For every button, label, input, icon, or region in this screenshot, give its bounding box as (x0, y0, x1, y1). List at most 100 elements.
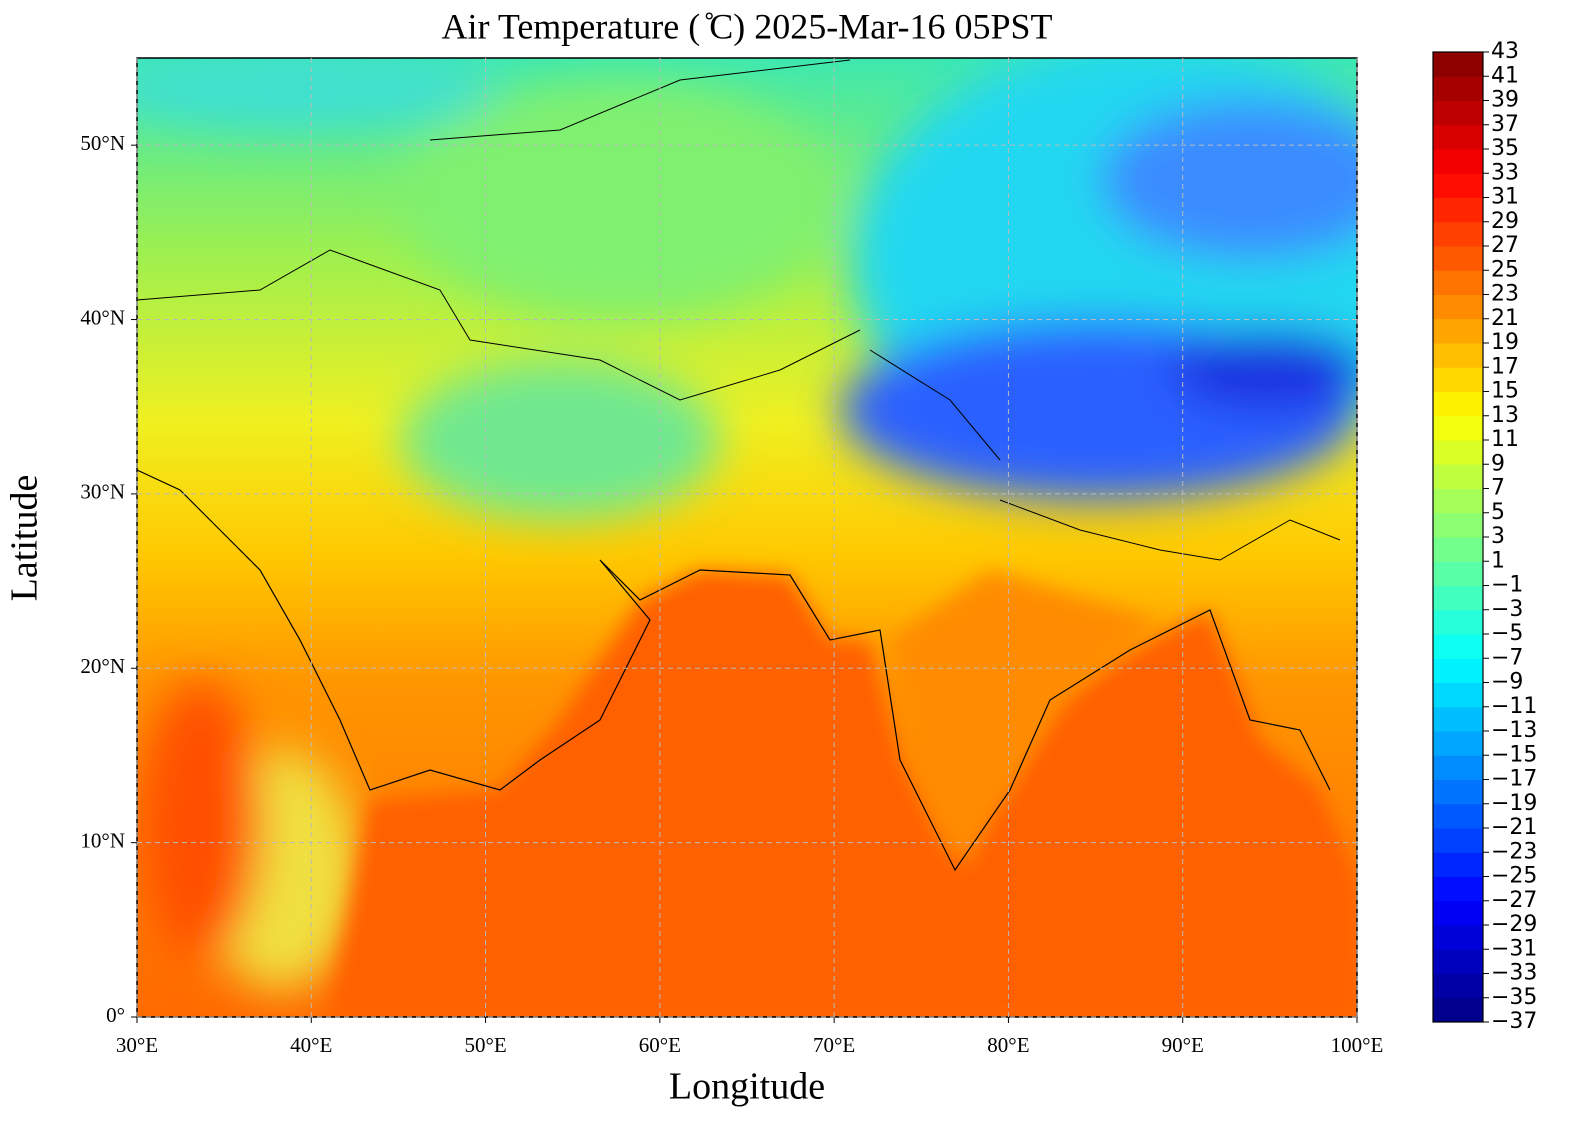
y-tick-label: 0° (106, 1003, 125, 1027)
colorbar-tick-label: −15 (1491, 742, 1537, 767)
colorbar-tick-label: 19 (1491, 330, 1519, 355)
colorbar-tick-label: 37 (1491, 112, 1519, 137)
colorbar-band (1433, 124, 1483, 150)
y-tick-label: 10°N (80, 828, 125, 852)
colorbar-band (1433, 609, 1483, 635)
colorbar-tick-label: 29 (1491, 209, 1519, 234)
colorbar-band (1433, 488, 1483, 514)
colorbar-tick-label: −13 (1491, 718, 1537, 743)
colorbar-band (1433, 997, 1483, 1023)
colorbar-tick-label: 43 (1491, 39, 1519, 64)
colorbar-band (1433, 512, 1483, 538)
colorbar-tick-label: 25 (1491, 257, 1519, 282)
colorbar-tick-label: −19 (1491, 791, 1537, 816)
colorbar-band (1433, 925, 1483, 950)
colorbar-tick-label: 11 (1491, 427, 1519, 452)
colorbar-tick-label: −11 (1491, 694, 1537, 719)
colorbar-band (1433, 900, 1483, 926)
colorbar-tick-label: −7 (1491, 645, 1523, 670)
colorbar-tick-label: 41 (1491, 63, 1519, 88)
x-tick-label: 30°E (116, 1033, 158, 1057)
colorbar-tick-label: −31 (1491, 936, 1537, 961)
y-axis-label: Latitude (4, 475, 46, 602)
colorbar-band (1433, 440, 1483, 465)
x-tick-label: 60°E (639, 1033, 681, 1057)
colorbar-tick-label: −29 (1491, 912, 1537, 937)
colorbar-band (1433, 464, 1483, 489)
colorbar-tick-label: 5 (1491, 500, 1505, 525)
colorbar-tick-label: 33 (1491, 160, 1519, 185)
colorbar-band (1433, 246, 1483, 271)
colorbar-tick-label: −25 (1491, 864, 1537, 889)
colorbar-tick-label: −23 (1491, 839, 1537, 864)
colorbar-band (1433, 52, 1483, 77)
colorbar-band (1433, 318, 1483, 344)
colorbar-band (1433, 76, 1483, 101)
x-tick-label: 100°E (1331, 1033, 1384, 1057)
colorbar-tick-label: 23 (1491, 282, 1519, 307)
colorbar-tick-label: −3 (1491, 597, 1523, 622)
colorbar-tick-label: −17 (1491, 767, 1537, 792)
colorbar-tick-label: 21 (1491, 306, 1519, 331)
colorbar-tick-label: 13 (1491, 403, 1519, 428)
x-tick-label: 40°E (290, 1033, 332, 1057)
x-tick-label: 80°E (987, 1033, 1029, 1057)
colorbar-tick-label: 1 (1491, 548, 1505, 573)
colorbar-band (1433, 391, 1483, 417)
x-tick-label: 70°E (813, 1033, 855, 1057)
colorbar-band (1433, 415, 1483, 441)
colorbar-band (1433, 755, 1483, 780)
colorbar-tick-label: 31 (1491, 185, 1519, 210)
colorbar-tick-label: −9 (1491, 670, 1523, 695)
chart-title: Air Temperature ( ̊C) 2025-Mar-16 05PST (442, 6, 1053, 46)
colorbar-band (1433, 731, 1483, 756)
y-tick-label: 50°N (80, 131, 125, 155)
colorbar-band (1433, 343, 1483, 368)
colorbar-tick-label: 27 (1491, 233, 1519, 258)
colorbar-band (1433, 221, 1483, 247)
y-tick-label: 20°N (80, 654, 125, 678)
colorbar-band (1433, 852, 1483, 877)
colorbar-band (1433, 537, 1483, 562)
colorbar-band (1433, 294, 1483, 320)
colorbar-band (1433, 803, 1483, 829)
colorbar-band (1433, 561, 1483, 586)
colorbar-tick-label: −21 (1491, 815, 1537, 840)
colorbar-tick-label: −35 (1491, 985, 1537, 1010)
colorbar-band (1433, 779, 1483, 805)
colorbar-band (1433, 367, 1483, 392)
colorbar-band (1433, 828, 1483, 853)
y-tick-label: 30°N (80, 480, 125, 504)
colorbar-tick-label: 3 (1491, 524, 1505, 549)
colorbar-band (1433, 585, 1483, 611)
colorbar-tick-label: −33 (1491, 961, 1537, 986)
colorbar-tick-label: 7 (1491, 476, 1505, 501)
colorbar-band (1433, 682, 1483, 708)
colorbar-band (1433, 658, 1483, 683)
x-tick-label: 90°E (1162, 1033, 1204, 1057)
colorbar-band (1433, 949, 1483, 974)
colorbar-tick-label: 9 (1491, 451, 1505, 476)
colorbar-tick-label: −37 (1491, 1009, 1537, 1034)
x-tick-label: 50°E (464, 1033, 506, 1057)
colorbar-band (1433, 173, 1483, 198)
colorbar-band (1433, 706, 1483, 732)
colorbar-tick-label: 35 (1491, 136, 1519, 161)
x-axis-label: Longitude (669, 1066, 825, 1108)
colorbar-band (1433, 270, 1483, 295)
colorbar-band (1433, 876, 1483, 902)
colorbar-tick-label: 17 (1491, 354, 1519, 379)
colorbar-tick-label: 39 (1491, 88, 1519, 113)
colorbar-tick-label: −5 (1491, 621, 1523, 646)
colorbar-band (1433, 197, 1483, 223)
temperature-field (137, 58, 1357, 1017)
colorbar-tick-label: −1 (1491, 573, 1523, 598)
colorbar-band (1433, 149, 1483, 174)
colorbar-tick-label: −27 (1491, 888, 1537, 913)
colorbar-band (1433, 634, 1483, 659)
y-tick-label: 40°N (80, 305, 125, 329)
colorbar-band (1433, 973, 1483, 999)
colorbar-band (1433, 100, 1483, 126)
colorbar-tick-label: 15 (1491, 379, 1519, 404)
